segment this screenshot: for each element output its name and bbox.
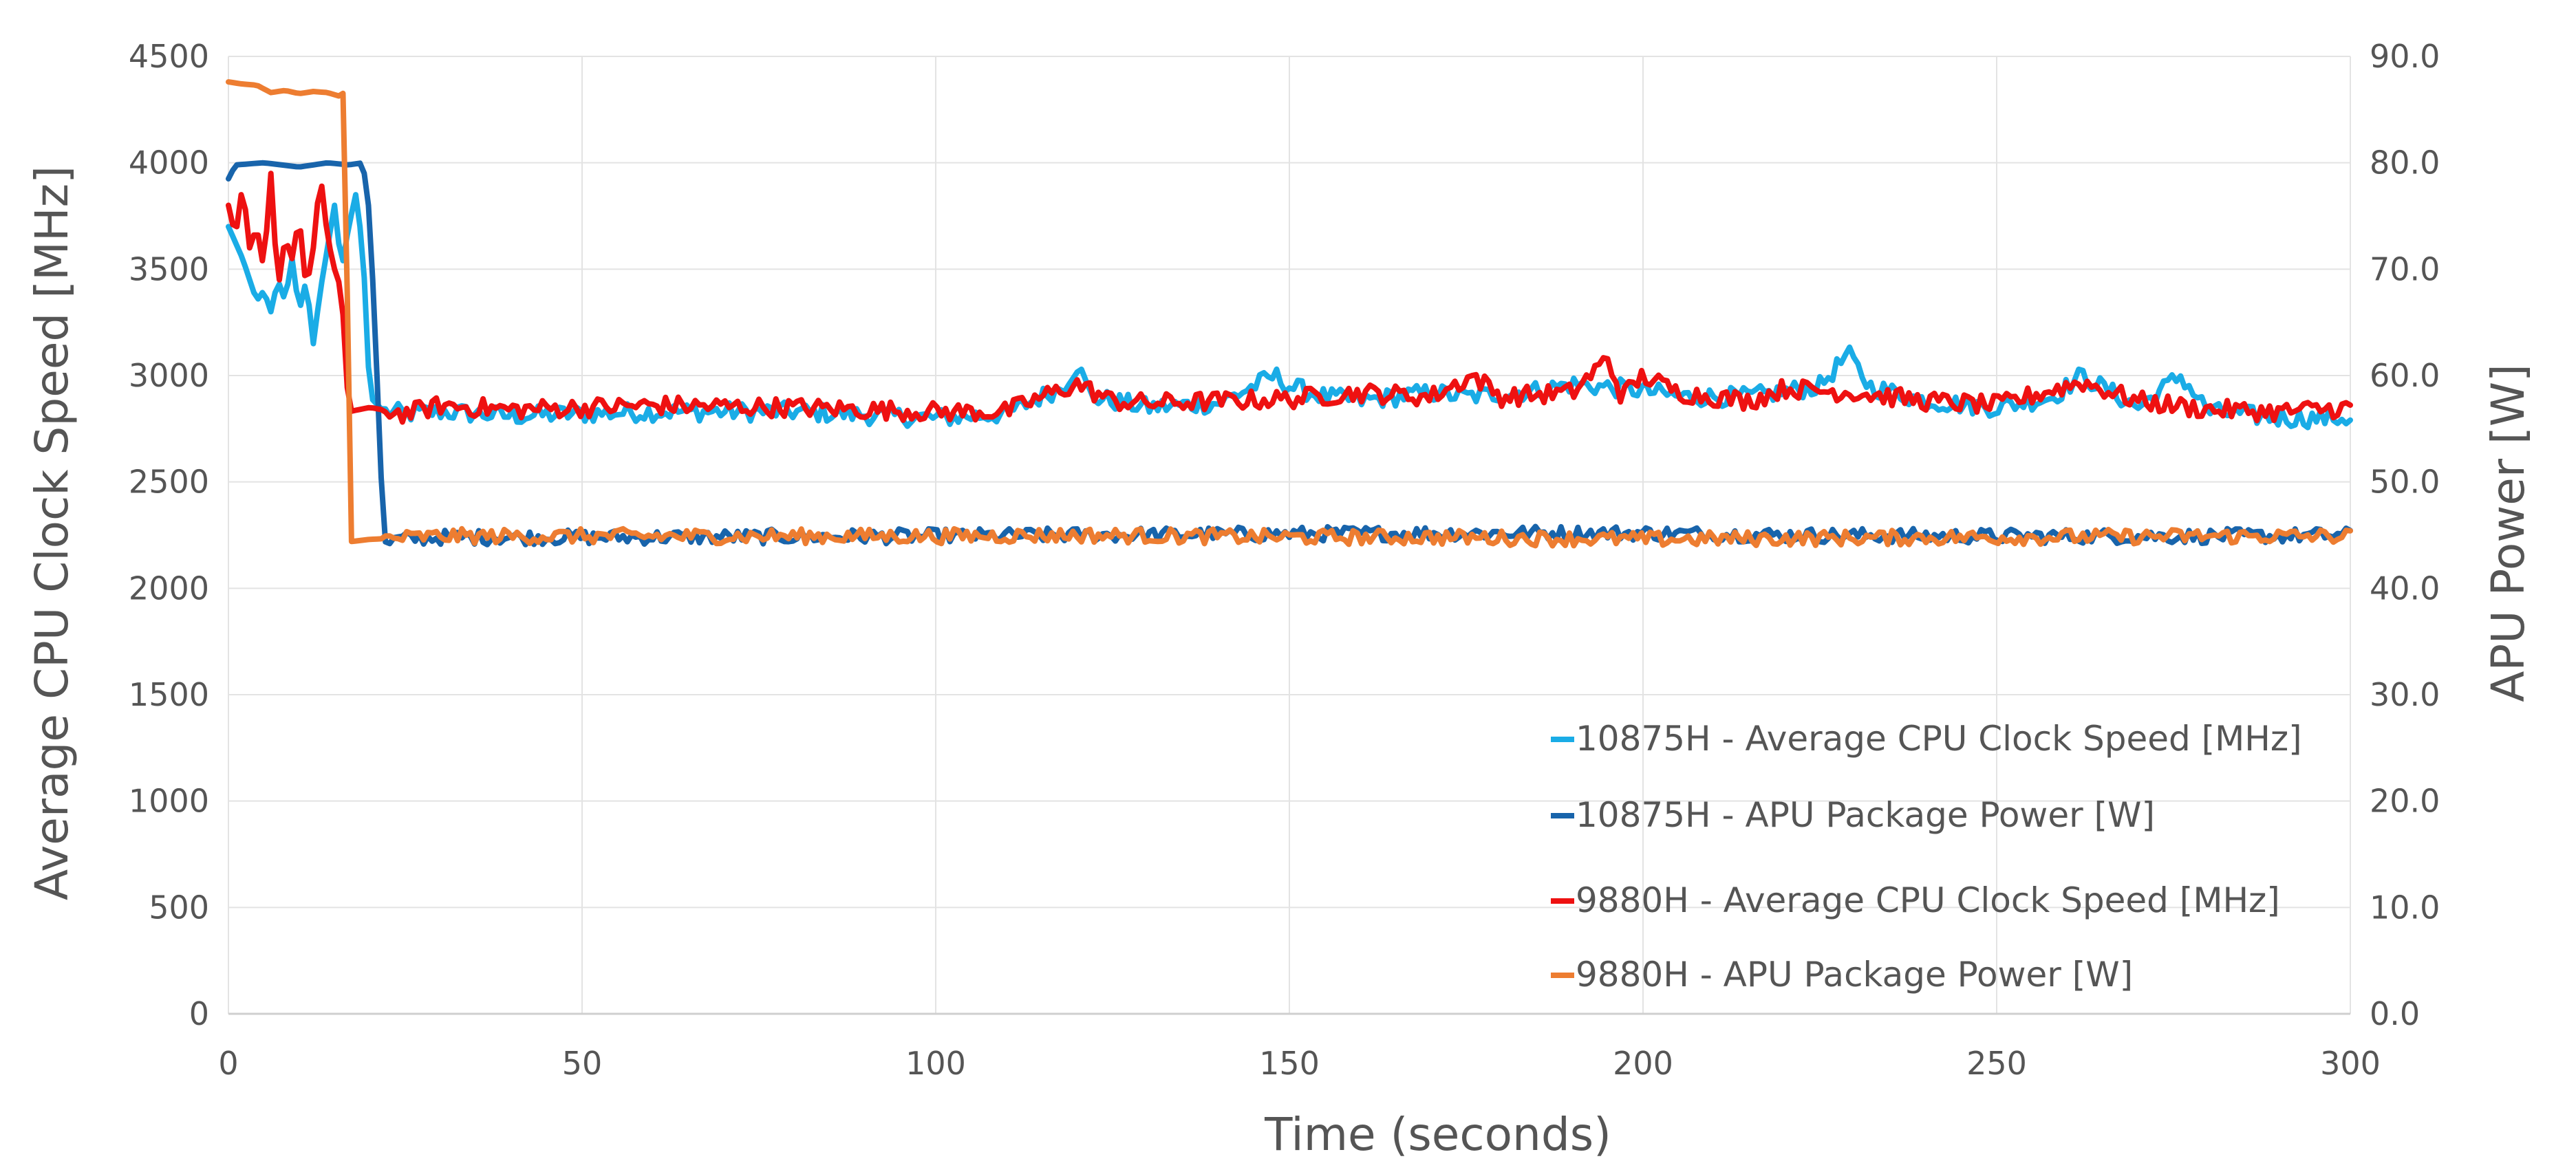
y2-tick-label: 0.0 xyxy=(2370,995,2420,1032)
x-tick-label: 250 xyxy=(1966,1045,2027,1082)
y2-axis-title: APU Power [W] xyxy=(2482,364,2535,702)
y-tick-label: 4000 xyxy=(129,144,209,182)
legend-label: 9880H - Average CPU Clock Speed [MHz] xyxy=(1576,880,2280,920)
y-axis-title: Average CPU Clock Speed [MHz] xyxy=(25,166,78,900)
y-tick-label: 1500 xyxy=(129,676,209,713)
y-tick-label: 3500 xyxy=(129,250,209,287)
y2-tick-label: 60.0 xyxy=(2370,357,2440,394)
y-tick-label: 1000 xyxy=(129,783,209,820)
legend-label: 9880H - APU Package Power [W] xyxy=(1576,955,2133,995)
y-tick-label: 0 xyxy=(189,995,209,1032)
y-tick-label: 2500 xyxy=(129,464,209,501)
legend-label: 10875H - Average CPU Clock Speed [MHz] xyxy=(1576,719,2302,759)
y2-tick-label: 50.0 xyxy=(2370,464,2440,501)
x-tick-label: 150 xyxy=(1259,1045,1320,1082)
x-axis-title: Time (seconds) xyxy=(1264,1108,1611,1161)
legend-entry-10875h-power: 10875H - APU Package Power [W] xyxy=(1551,795,2155,835)
y2-tick-label: 40.0 xyxy=(2370,569,2440,607)
x-tick-label: 50 xyxy=(562,1045,603,1082)
y2-tick-label: 30.0 xyxy=(2370,676,2440,713)
x-tick-label: 300 xyxy=(2320,1045,2381,1082)
y2-tick-label: 90.0 xyxy=(2370,38,2440,75)
x-tick-label: 200 xyxy=(1613,1045,1673,1082)
y2-tick-label: 80.0 xyxy=(2370,144,2440,182)
y-tick-label: 2000 xyxy=(129,569,209,607)
series-layer xyxy=(226,79,2353,549)
legend-entry-9880h-power: 9880H - APU Package Power [W] xyxy=(1551,955,2133,995)
series-line-3 xyxy=(226,79,2353,549)
x-tick-label: 0 xyxy=(218,1045,238,1082)
x-tick-label: 100 xyxy=(905,1045,966,1082)
series-line-2 xyxy=(226,171,2353,425)
y2-tick-label: 20.0 xyxy=(2370,783,2440,820)
legend-entry-10875h-clock: 10875H - Average CPU Clock Speed [MHz] xyxy=(1551,719,2302,759)
y2-tick-label: 10.0 xyxy=(2370,889,2440,926)
legend-label: 10875H - APU Package Power [W] xyxy=(1576,795,2155,835)
legend: 10875H - Average CPU Clock Speed [MHz] 1… xyxy=(1551,719,2302,995)
y2-tick-label: 70.0 xyxy=(2370,250,2440,287)
y-tick-label: 4500 xyxy=(129,38,209,75)
y-tick-label: 500 xyxy=(149,889,209,926)
legend-entry-9880h-clock: 9880H - Average CPU Clock Speed [MHz] xyxy=(1551,880,2280,920)
y-tick-label: 3000 xyxy=(129,357,209,394)
